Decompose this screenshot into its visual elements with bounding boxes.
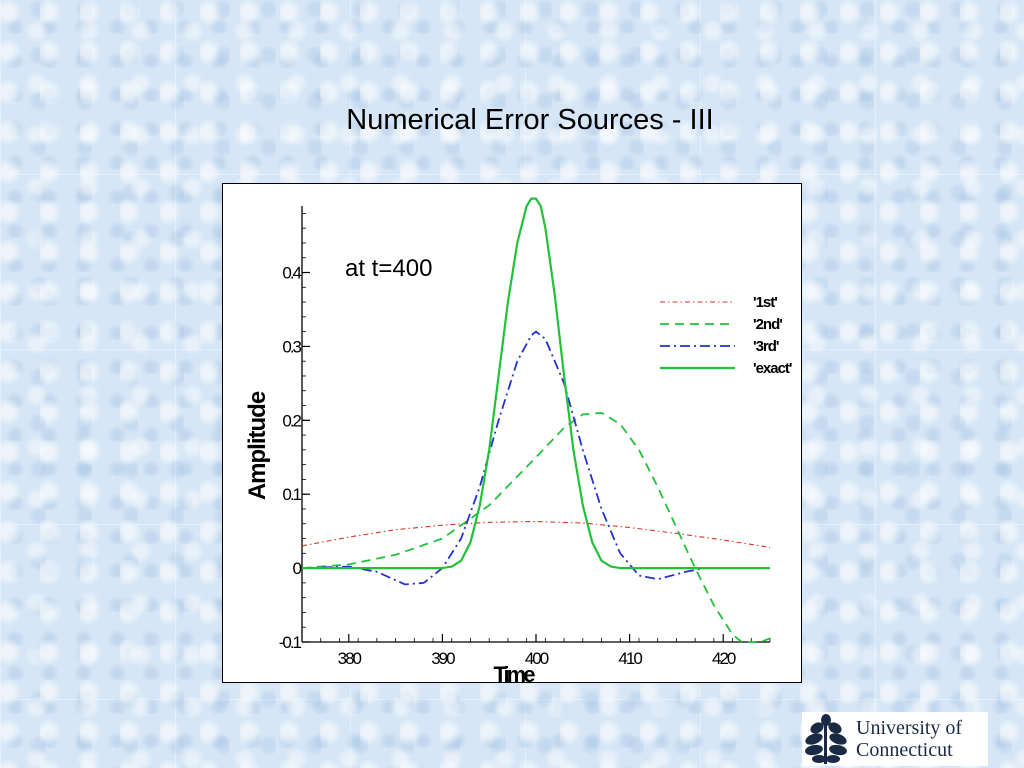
y-axis-label: Amplitude (244, 391, 271, 500)
y-tick-label: 0.1 (282, 485, 301, 504)
y-tick-label: -0.1 (279, 633, 302, 652)
x-tick-label: 390 (431, 649, 455, 668)
y-tick-label: 0.2 (282, 411, 301, 430)
series-layer (301, 197, 771, 643)
legend-label: 'exact' (753, 360, 792, 377)
y-tick-label: 0.3 (282, 337, 301, 356)
x-tick-label: 410 (618, 649, 642, 668)
legend-label: '1st' (753, 294, 777, 311)
series-line-4 (302, 197, 770, 570)
legend-label: '2nd' (753, 316, 782, 333)
x-tick-label: 420 (712, 649, 736, 668)
logo-line-1: University of (856, 717, 963, 739)
y-tick-label: 0 (293, 559, 302, 578)
chart-frame: -0.1 0 0.1 0.2 0.3 0.4 380 390 400 410 420 '1st' '2… (222, 183, 802, 683)
logo-line-2: Connecticut (856, 739, 953, 761)
series-line-1 (301, 520, 771, 548)
x-tick-label: 400 (525, 649, 549, 668)
legend: '1st' '2nd' '3rd' 'exact' (660, 294, 793, 377)
legend-label: '3rd' (753, 338, 779, 355)
series-line-2 (301, 412, 771, 643)
y-tick-label: 0.4 (282, 264, 301, 283)
university-logo: University of Connecticut (802, 712, 988, 766)
x-axis-label: Time (494, 662, 536, 682)
axes-layer: -0.1 0 0.1 0.2 0.3 0.4 380 390 400 410 420 (279, 206, 771, 668)
x-tick-label: 380 (338, 649, 362, 668)
slide-title: Numerical Error Sources - III (346, 104, 714, 136)
oak-leaf-icon (805, 714, 847, 764)
chart-annotation: at t=400 (345, 255, 432, 282)
series-line-3 (301, 330, 770, 586)
line-chart: -0.1 0 0.1 0.2 0.3 0.4 380 390 400 410 420 '1st' '2… (244, 197, 793, 682)
